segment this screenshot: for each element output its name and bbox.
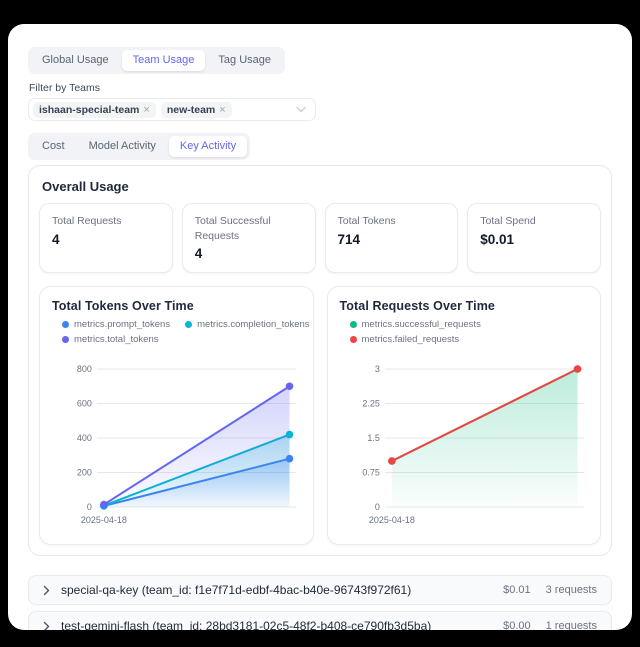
legend-label: metrics.prompt_tokens (74, 319, 171, 331)
legend-label: metrics.total_tokens (74, 334, 159, 346)
key-spend: $0.01 (503, 584, 531, 597)
key-row-test-gemini-flash[interactable]: test-gemini-flash (team_id: 28bd3181-02c… (28, 611, 612, 630)
key-name: special-qa-key (team_id: f1e7f71d-edbf-4… (61, 583, 412, 598)
svg-text:0: 0 (87, 502, 92, 512)
tab-global-usage[interactable]: Global Usage (31, 50, 120, 71)
chart-title: Total Requests Over Time (339, 299, 495, 314)
requests-line-chart: 0 0.75 1.5 2.25 3 2025-04-18 (362, 364, 585, 525)
tab-tag-usage[interactable]: Tag Usage (207, 50, 282, 71)
activity-tabs: Cost Model Activity Key Activity (28, 133, 251, 161)
svg-text:200: 200 (77, 468, 92, 478)
charts-grid: Total Tokens Over Time metrics.prompt_to… (39, 286, 601, 546)
legend-dot-icon (62, 336, 69, 344)
legend-item: metrics.completion_tokens (185, 319, 310, 331)
overall-usage-title: Overall Usage (42, 179, 129, 195)
svg-text:2.25: 2.25 (362, 399, 379, 409)
stat-label: Total Tokens (337, 215, 396, 228)
legend-item: metrics.failed_requests (349, 334, 460, 346)
svg-text:0.75: 0.75 (362, 468, 379, 478)
legend-label: metrics.successful_requests (361, 319, 481, 331)
key-metrics: $0.01 3 requests (503, 584, 597, 596)
legend-dot-icon (349, 336, 357, 344)
tab-model-activity[interactable]: Model Activity (78, 136, 167, 157)
team-tag: ishaan-special-team × (33, 101, 156, 118)
legend-label: metrics.failed_requests (361, 334, 460, 346)
legend-item: metrics.total_tokens (62, 334, 158, 345)
stat-value: 714 (337, 231, 361, 247)
team-tag-label: ishaan-special-team (39, 103, 140, 116)
usage-dashboard-card: Global Usage Team Usage Tag Usage Filter… (8, 24, 632, 630)
key-request-count: 1 requests (545, 620, 597, 630)
chart-legend: metrics.successful_requests metrics.faile… (349, 319, 589, 351)
legend-item: metrics.prompt_tokens (62, 319, 170, 330)
stat-card-total-spend: Total Spend $0.01 (467, 203, 601, 274)
key-name: test-gemini-flash (team_id: 28bd3181-02c… (61, 619, 432, 630)
key-metrics: $0.00 1 requests (503, 620, 597, 630)
svg-text:3: 3 (374, 364, 379, 374)
key-spend: $0.00 (503, 620, 531, 630)
key-row-special-qa-key[interactable]: special-qa-key (team_id: f1e7f71d-edbf-4… (28, 575, 612, 606)
legend-dot-icon (185, 321, 193, 329)
legend-item: metrics.successful_requests (349, 319, 481, 331)
tokens-line-chart: 0 200 400 600 800 2025-04-18 (77, 364, 297, 525)
team-tag: new-team × (160, 101, 232, 118)
stat-card-total-requests: Total Requests 4 (39, 203, 173, 274)
stat-label: Total Successful Requests (194, 215, 271, 242)
svg-text:400: 400 (77, 433, 92, 443)
stat-card-total-successful-requests: Total Successful Requests 4 (181, 203, 316, 274)
svg-text:2025-04-18: 2025-04-18 (368, 515, 414, 525)
legend-dot-icon (349, 321, 357, 329)
svg-text:800: 800 (77, 364, 92, 374)
stat-value: 4 (194, 245, 203, 261)
filter-by-teams-label: Filter by Teams (29, 82, 100, 95)
svg-text:2025-04-18: 2025-04-18 (81, 515, 127, 525)
tokens-over-time-chart-card: Total Tokens Over Time metrics.prompt_to… (39, 286, 314, 546)
stat-value: 4 (52, 231, 60, 247)
legend-label: metrics.completion_tokens (197, 319, 310, 331)
tab-team-usage[interactable]: Team Usage (121, 50, 206, 72)
chevron-down-icon (296, 106, 306, 113)
team-tag-label: new-team (166, 103, 216, 116)
teams-multiselect[interactable]: ishaan-special-team × new-team × (28, 98, 316, 122)
chart-legend: metrics.prompt_tokens metrics.completion_… (62, 319, 310, 351)
key-request-count: 3 requests (545, 584, 597, 597)
requests-over-time-chart-card: Total Requests Over Time metrics.success… (326, 286, 601, 546)
stat-card-total-tokens: Total Tokens 714 (324, 203, 459, 274)
chart-title: Total Tokens Over Time (52, 299, 194, 314)
stats-grid: Total Requests 4 Total Successful Reques… (39, 203, 601, 274)
overall-usage-panel: Overall Usage Total Requests 4 Total Suc… (28, 165, 612, 557)
remove-tag-icon[interactable]: × (143, 103, 150, 116)
svg-text:600: 600 (77, 399, 92, 409)
usage-scope-tabs: Global Usage Team Usage Tag Usage (28, 47, 286, 75)
tab-key-activity[interactable]: Key Activity (168, 136, 248, 158)
svg-text:1.5: 1.5 (367, 433, 379, 443)
legend-dot-icon (62, 321, 69, 329)
stat-value: $0.01 (480, 231, 515, 247)
svg-text:0: 0 (374, 502, 379, 512)
key-list: special-qa-key (team_id: f1e7f71d-edbf-4… (28, 575, 612, 630)
chevron-right-icon[interactable] (43, 621, 50, 630)
stat-label: Total Spend (480, 215, 536, 228)
remove-tag-icon[interactable]: × (219, 103, 226, 116)
stat-label: Total Requests (52, 215, 122, 228)
chevron-right-icon[interactable] (43, 585, 50, 596)
tab-cost[interactable]: Cost (31, 136, 76, 157)
